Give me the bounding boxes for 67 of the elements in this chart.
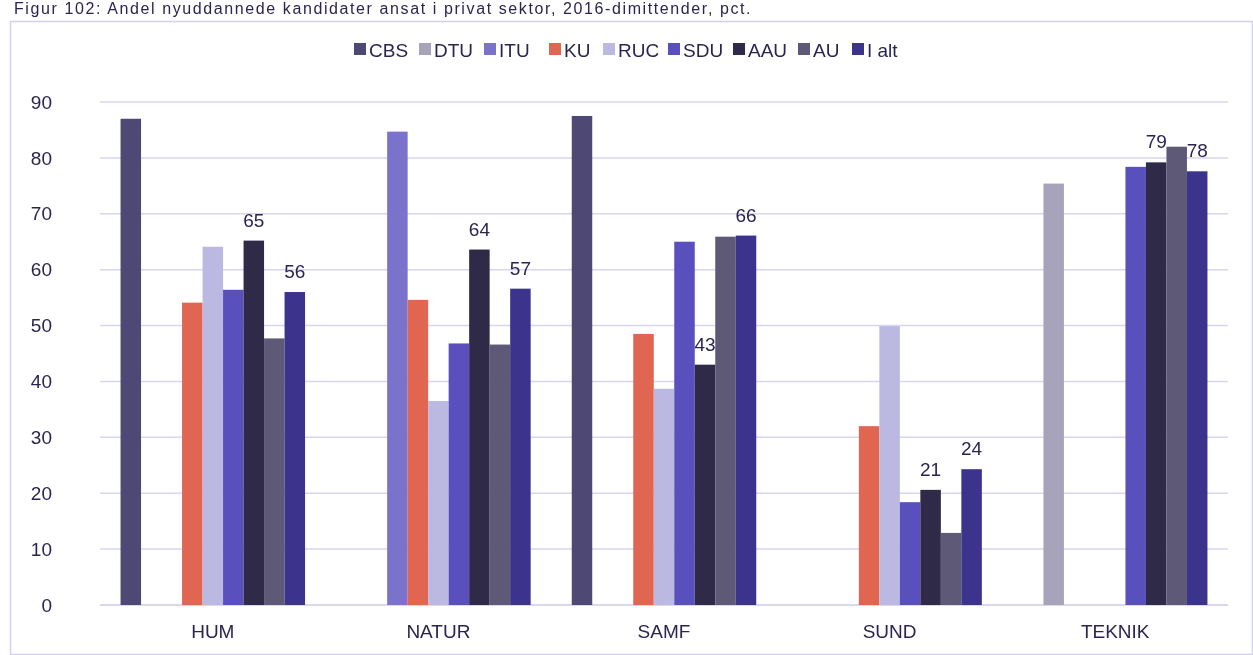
x-tick-label: NATUR — [406, 621, 471, 642]
data-label: 79 — [1145, 131, 1167, 153]
bar — [961, 469, 982, 605]
y-tick-label: 0 — [41, 594, 52, 616]
x-tick-label: SAMF — [637, 621, 691, 642]
bar — [940, 532, 962, 605]
x-tick-label: TEKNIK — [1080, 621, 1150, 642]
data-label: 64 — [468, 218, 491, 240]
y-tick-label: 70 — [30, 203, 52, 225]
data-label: 57 — [509, 257, 531, 279]
bar — [899, 502, 921, 605]
y-tick-label: 90 — [30, 91, 52, 113]
legend-label: ITU — [499, 39, 530, 61]
bar — [633, 333, 654, 605]
legend-label: AAU — [748, 39, 788, 61]
bar — [920, 489, 941, 605]
bar — [715, 236, 736, 605]
y-tick-label: 40 — [30, 371, 52, 393]
x-tick-label: SUND — [862, 621, 917, 642]
bar — [1186, 171, 1208, 605]
bar — [284, 292, 306, 605]
legend-label: SDU — [683, 39, 724, 61]
bar — [510, 288, 531, 605]
bar — [735, 235, 757, 605]
bar — [223, 289, 244, 605]
bar — [387, 131, 408, 605]
bar — [489, 344, 511, 605]
bar — [653, 388, 675, 605]
bar — [1125, 166, 1146, 605]
bar — [571, 115, 593, 605]
bar — [182, 302, 203, 605]
bar — [1043, 183, 1064, 605]
bar — [243, 240, 265, 605]
bar — [858, 426, 880, 605]
y-tick-label: 80 — [30, 147, 52, 169]
legend-label: KU — [564, 39, 591, 61]
legend-label: DTU — [434, 39, 474, 61]
data-label: 66 — [735, 204, 757, 226]
bar — [202, 246, 224, 605]
legend-label: I alt — [867, 39, 899, 61]
data-label: 21 — [920, 458, 942, 480]
data-label: 24 — [961, 438, 983, 460]
y-tick-label: 10 — [30, 538, 52, 560]
y-tick-label: 20 — [30, 482, 52, 504]
bar — [264, 338, 285, 605]
bar — [694, 364, 716, 605]
y-tick-label: 50 — [30, 315, 52, 337]
legend-label: AU — [813, 39, 840, 61]
bar — [879, 326, 900, 605]
bar — [469, 249, 490, 605]
bar — [407, 299, 429, 605]
x-tick-label: HUM — [191, 621, 235, 642]
bar — [448, 343, 470, 605]
data-label: 78 — [1186, 140, 1208, 162]
bar — [120, 118, 142, 605]
bar — [674, 241, 695, 605]
bar — [428, 401, 449, 605]
data-label: 65 — [243, 209, 265, 231]
y-tick-label: 30 — [30, 426, 52, 448]
data-label: 43 — [694, 333, 716, 355]
legend-label: RUC — [618, 39, 660, 61]
bar — [1166, 146, 1187, 605]
y-tick-label: 60 — [30, 259, 52, 281]
data-label: 56 — [284, 261, 306, 283]
legend-label: CBS — [369, 39, 409, 61]
chart-title: Figur 102: Andel nyuddannede kandidater ansat i privat sektor, 2016-dimittender, pct. — [14, 0, 753, 17]
bar — [1145, 162, 1167, 605]
